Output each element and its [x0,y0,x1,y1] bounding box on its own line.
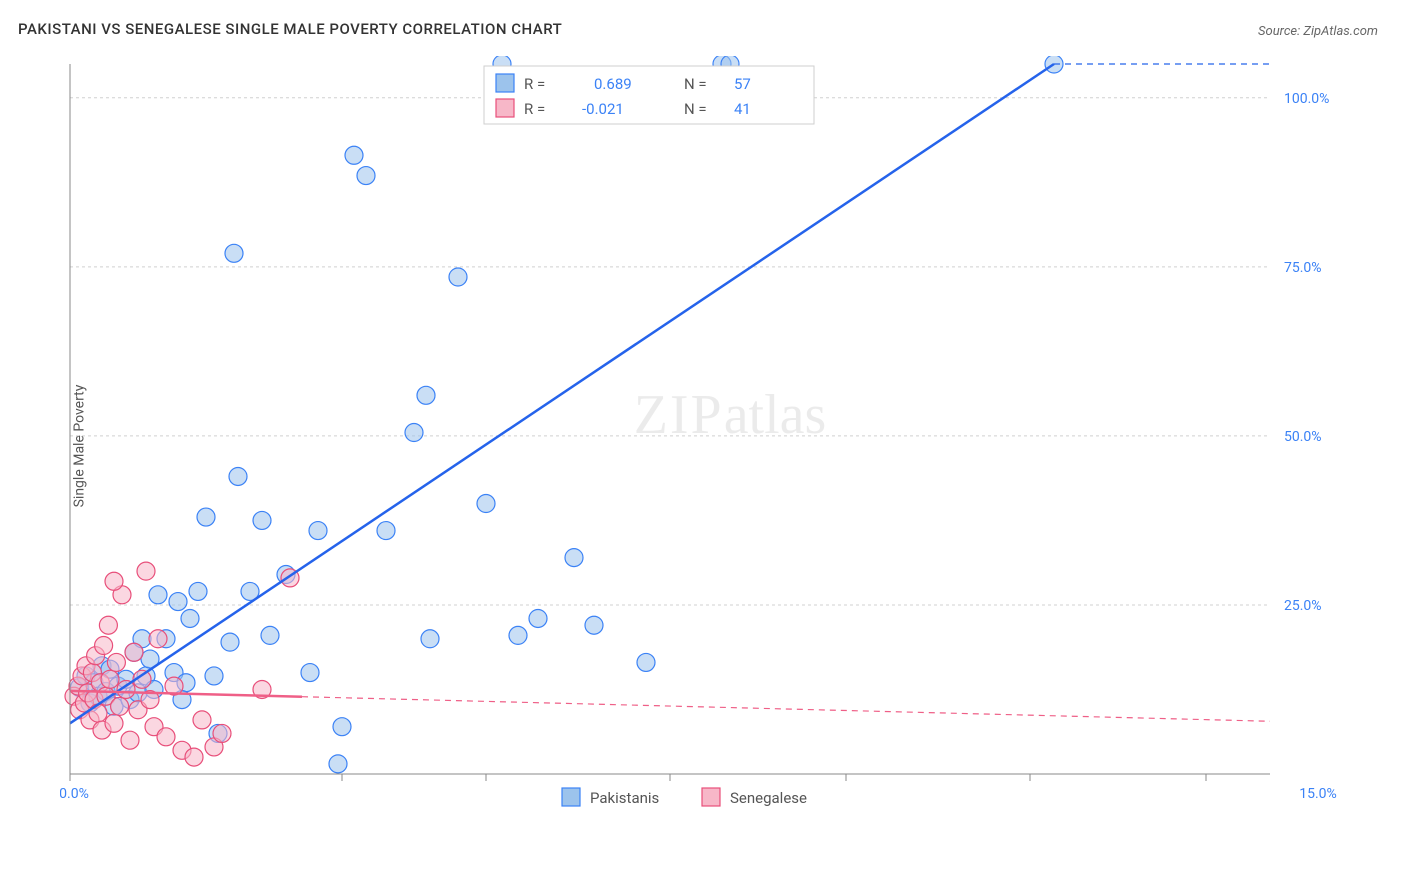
data-point [229,467,247,485]
legend-swatch-icon [562,788,580,806]
stats-r-label: R = [524,75,545,93]
stats-r-value: -0.021 [582,100,624,118]
data-point [345,146,363,164]
data-point [125,643,143,661]
y-tick-label: 100.0% [1284,91,1329,107]
legend-swatch-icon [702,788,720,806]
data-point [253,511,271,529]
data-point [477,495,495,513]
data-point [189,582,207,600]
watermark: ZIPatlas [634,384,827,446]
data-point [107,653,125,671]
data-point [417,386,435,404]
data-point [529,609,547,627]
data-point [137,562,155,580]
data-point [357,167,375,185]
source-attribution: Source: ZipAtlas.com [1258,24,1378,39]
regression-line [70,64,1054,723]
data-point [169,593,187,611]
data-point [565,549,583,567]
legend-label: Senegalese [730,789,807,807]
data-point [95,637,113,655]
data-point [213,724,231,742]
data-point [449,268,467,286]
data-point [157,728,175,746]
data-point [421,630,439,648]
stats-swatch-icon [496,74,514,92]
chart-container: PAKISTANI VS SENEGALESE SINGLE MALE POVE… [0,0,1406,892]
y-tick-label: 75.0% [1284,260,1322,276]
x-tick-label: 0.0% [60,786,89,802]
data-point [585,616,603,634]
data-point [111,697,129,715]
data-point [193,711,211,729]
data-point [181,609,199,627]
data-point [99,616,117,634]
data-point [105,572,123,590]
stats-n-value: 57 [734,75,751,93]
data-point [405,424,423,442]
data-point [101,670,119,688]
stats-r-label: R = [524,100,545,118]
data-point [637,653,655,671]
data-point [121,731,139,749]
data-point [149,630,167,648]
scatter-plot: 25.0% 50.0% 75.0% 100.0% ZIPatlas 0.0% 15.0% R … [60,56,1350,826]
x-tick-label: 15.0% [1299,786,1337,802]
stats-n-value: 41 [734,100,751,118]
legend-label: Pakistanis [590,789,659,807]
chart-title: PAKISTANI VS SENEGALESE SINGLE MALE POVE… [18,20,562,38]
data-point [333,718,351,736]
stats-n-label: N = [684,75,707,93]
data-point [261,626,279,644]
data-point [185,748,203,766]
data-point [301,664,319,682]
data-point [197,508,215,526]
data-point [89,704,107,722]
data-point [221,633,239,651]
regression-line-extrapolated [302,697,1270,722]
data-point [205,667,223,685]
data-point [309,522,327,540]
data-point [329,755,347,773]
data-point [105,714,123,732]
stats-swatch-icon [496,99,514,117]
y-tick-label: 50.0% [1284,429,1322,445]
data-point [225,244,243,262]
data-point [149,586,167,604]
stats-r-value: 0.689 [594,75,632,93]
data-point [509,626,527,644]
stats-n-label: N = [684,100,707,118]
data-point [377,522,395,540]
y-tick-label: 25.0% [1284,598,1322,614]
